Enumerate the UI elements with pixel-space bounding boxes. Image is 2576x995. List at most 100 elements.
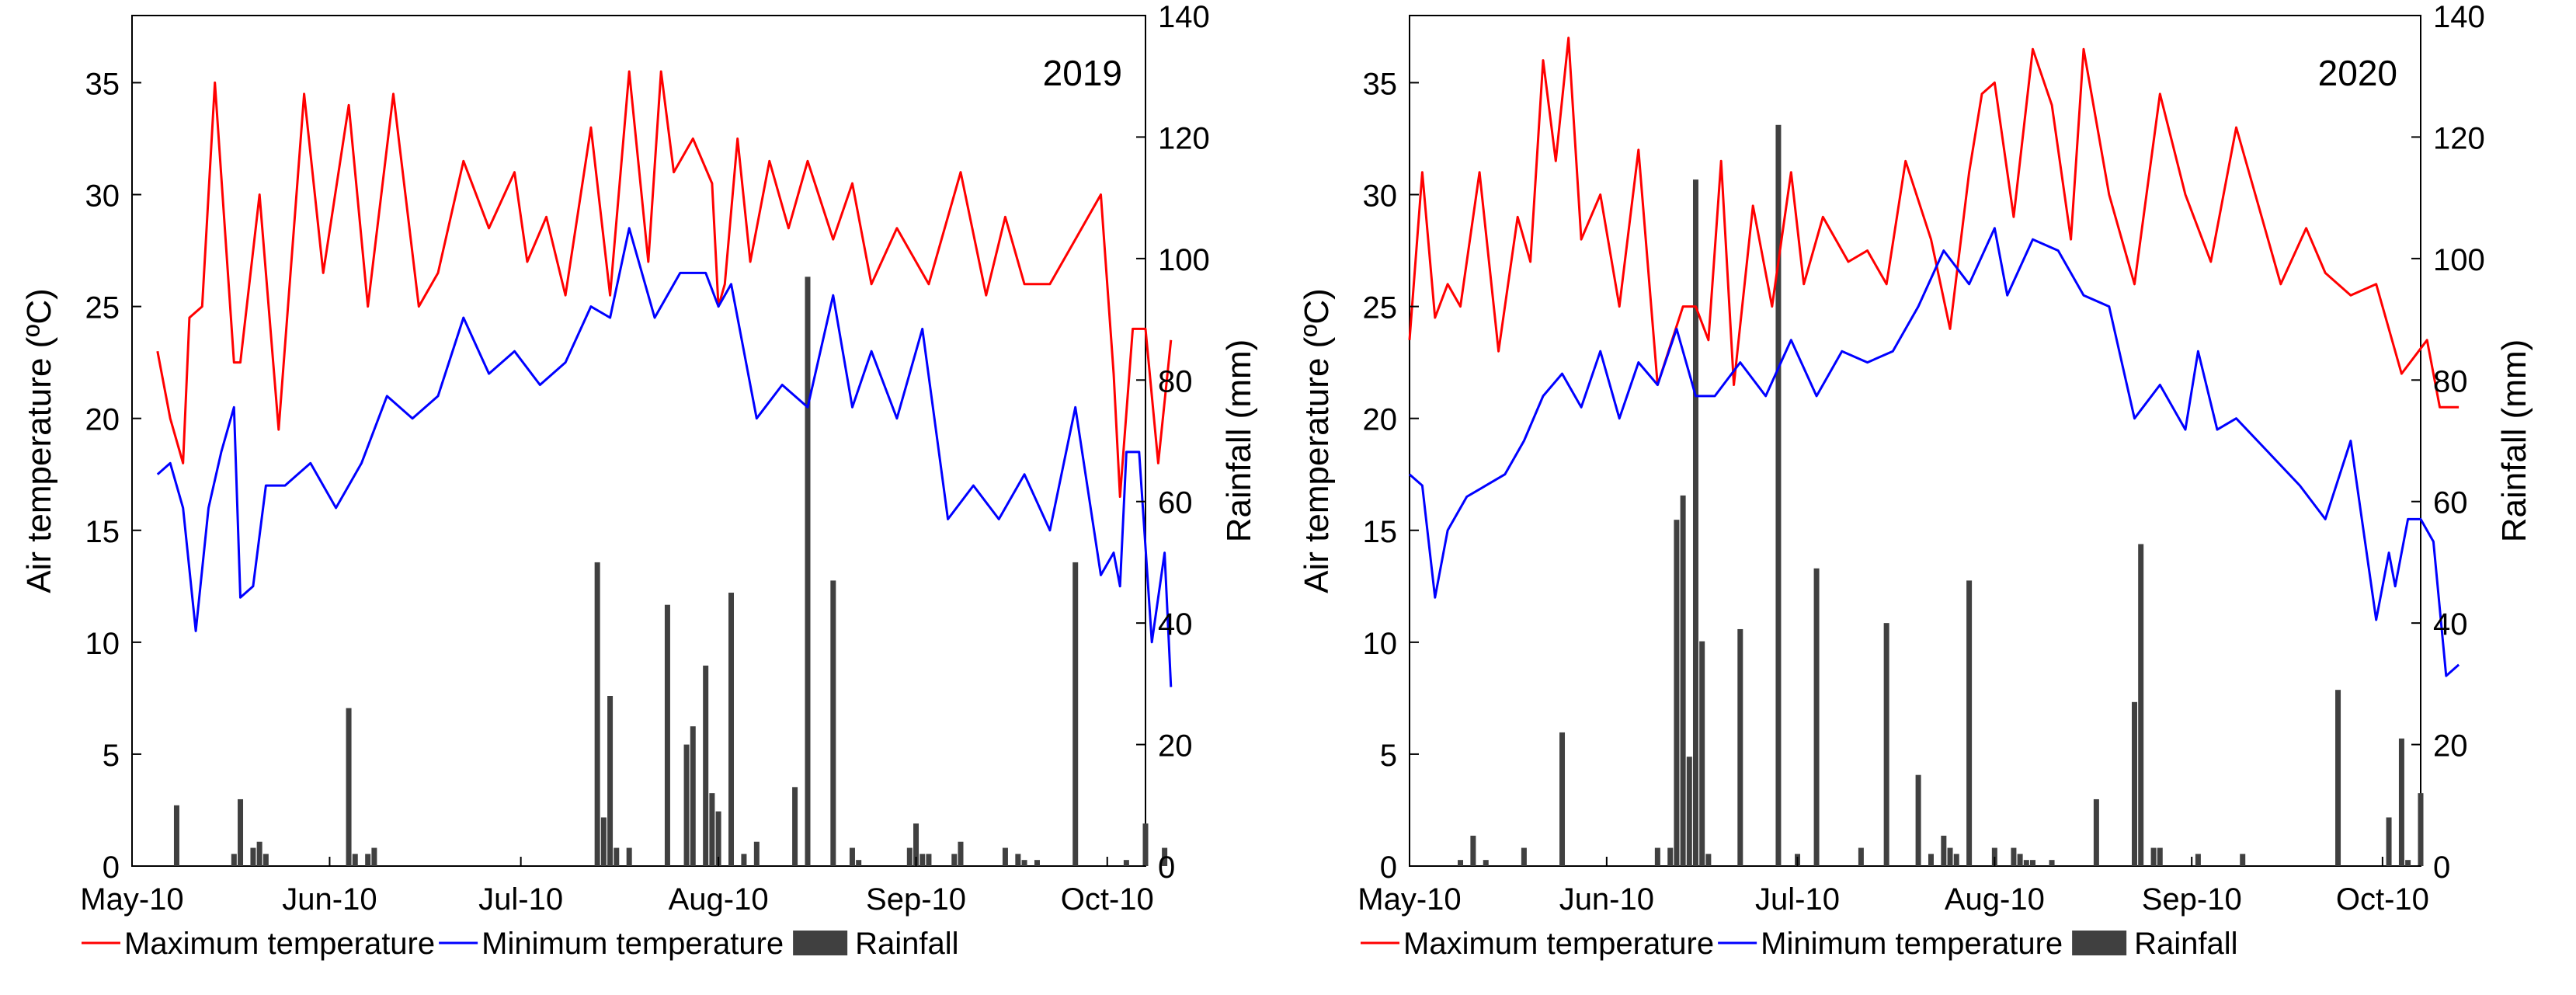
rainfall-bar: [1015, 854, 1021, 866]
rainfall-bar: [626, 847, 632, 866]
rainfall-bar: [1858, 847, 1864, 866]
y2-tick-label: 120: [1158, 121, 1210, 155]
max-temperature-line: [1408, 37, 2460, 409]
legend-rainfall-label: Rainfall: [2134, 927, 2237, 961]
rainfall-bar: [2132, 701, 2138, 866]
y2-tick-label: 140: [1158, 0, 1210, 34]
rainfall-bar: [926, 854, 932, 866]
rainfall-bar: [906, 847, 913, 866]
rainfall-bar: [250, 847, 256, 866]
rainfall-bar: [1521, 847, 1527, 866]
rainfall-bar: [958, 841, 964, 866]
rainfall-bar: [231, 854, 237, 866]
rainfall-bar: [2093, 798, 2099, 866]
legend-min-label: Minimum temperature: [481, 927, 784, 961]
rainfall-bar: [365, 854, 371, 866]
rainfall-bar: [1883, 623, 1889, 866]
rainfall-bar: [2017, 854, 2023, 866]
rainfall-bar: [703, 665, 709, 866]
rainfall-bar: [664, 604, 670, 866]
rainfall-bar: [1034, 860, 1040, 866]
rainfall-bar: [792, 787, 798, 866]
legend: Maximum temperature Minimum temperature …: [82, 927, 959, 961]
rainfall-bar: [690, 726, 696, 866]
y2-axis-label: Rainfall (mm): [1220, 339, 1258, 543]
rainfall-bar: [728, 593, 735, 866]
rainfall-bar: [2240, 854, 2246, 866]
y2-tick-label: 80: [1158, 364, 1193, 398]
rainfall-bar: [2049, 860, 2055, 866]
rainfall-bar: [1692, 179, 1698, 866]
y-tick-label: 20: [1363, 403, 1398, 437]
rainfall-bar: [913, 823, 920, 866]
rainfall-bar: [1737, 628, 1743, 866]
rainfall-bar: [849, 847, 855, 866]
rainfall-bar: [1654, 847, 1660, 866]
rainfall-bar: [2335, 690, 2341, 866]
rainfall-bar: [2150, 847, 2157, 866]
rainfall-bar: [1813, 568, 1820, 866]
y-tick-label: 20: [85, 403, 120, 437]
y2-tick-label: 80: [2433, 364, 2468, 398]
y-tick-label: 25: [85, 291, 120, 325]
y2-tick-label: 20: [2433, 729, 2468, 764]
rainfall-bar: [1941, 835, 1947, 866]
y2-tick-label: 120: [2433, 121, 2485, 155]
rainfall-bar: [1162, 847, 1168, 866]
panel-title: 2020: [2318, 53, 2397, 93]
y-tick-label: 30: [85, 179, 120, 214]
rainfall-bar: [1686, 757, 1692, 866]
rainfall-bar: [2011, 847, 2017, 866]
rainfall-bar: [1705, 854, 1712, 866]
plot-frame: [131, 15, 1146, 867]
rainfall-bar: [856, 860, 862, 866]
x-tick-label: Sep-10: [2142, 882, 2242, 917]
rainfall-bar: [2138, 544, 2144, 866]
axes: 0 5 10 15 20 25 30 35 0 20 40 60 80 100 120 140 May-10 Ju…: [80, 0, 1209, 917]
legend-max-label: Maximum temperature: [124, 927, 435, 961]
legend-max-label: Maximum temperature: [1403, 927, 1714, 961]
y2-tick-label: 0: [2433, 851, 2450, 885]
rainfall-bar: [1667, 847, 1674, 866]
rainfall-bar: [1458, 860, 1464, 866]
y2-tick-label: 40: [2433, 607, 2468, 642]
y-tick-label: 0: [1380, 851, 1397, 885]
plot-frame: [1409, 15, 2421, 867]
rainfall-bar: [1928, 854, 1934, 866]
rainfall-bar: [1123, 860, 1129, 866]
rainfall-bar: [2386, 817, 2392, 866]
y2-tick-label: 40: [1158, 607, 1193, 642]
rainfall-bar: [2029, 860, 2035, 866]
x-tick-label: Aug-10: [669, 882, 769, 917]
y-axis-label: Air temperature (ºC): [1298, 288, 1336, 593]
rainfall-bar: [346, 708, 352, 866]
min-temperature-line: [1409, 227, 2460, 677]
min-temperature-line: [156, 227, 1173, 687]
y-tick-label: 35: [85, 67, 120, 101]
rainfall-bar: [607, 696, 614, 866]
rainfall-bar: [1002, 847, 1008, 866]
rainfall-bar: [2023, 860, 2029, 866]
y-tick-label: 10: [85, 627, 120, 661]
legend-min-label: Minimum temperature: [1761, 927, 2063, 961]
x-tick-label: Jul-10: [1755, 882, 1840, 917]
x-tick-label: Jul-10: [478, 882, 563, 917]
chart-panel-2020: 0 5 10 15 20 25 30 35 0 20 40 60 80 100 120 140 May-10 Ju…: [1298, 0, 2533, 961]
temperature-lines: [1408, 37, 2460, 677]
chart-panel-2019: 0 5 10 15 20 25 30 35 0 20 40 60 80 100 120 140 May-10 Ju…: [20, 0, 1258, 961]
y-tick-label: 0: [103, 851, 120, 885]
legend-rainfall-swatch: [793, 931, 848, 955]
y2-tick-label: 140: [2433, 0, 2485, 34]
rainfall-bar: [683, 744, 690, 866]
rainfall-bar: [2405, 860, 2411, 866]
y-tick-label: 5: [103, 739, 120, 773]
rainfall-bar: [805, 277, 811, 867]
y2-tick-label: 20: [1158, 729, 1193, 764]
rainfall-bar: [614, 847, 620, 866]
y-tick-label: 15: [1363, 515, 1398, 549]
rainfall-bars: [173, 277, 1168, 867]
y-tick-label: 10: [1363, 627, 1398, 661]
y2-tick-label: 60: [1158, 486, 1193, 520]
rainfall-bar: [741, 854, 747, 866]
rainfall-bar: [371, 847, 377, 866]
